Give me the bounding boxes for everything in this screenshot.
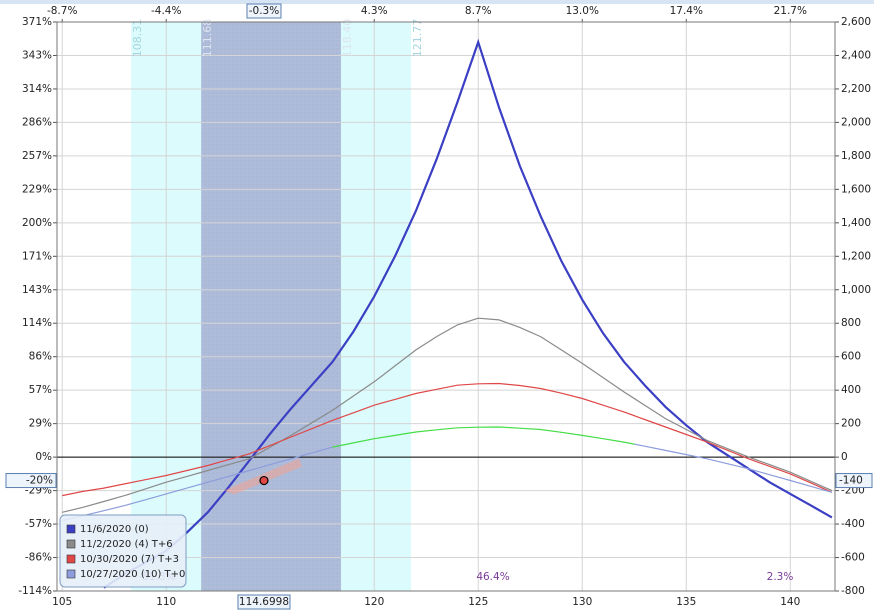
y-pct-tick-label: 229% xyxy=(22,183,52,195)
legend-swatch xyxy=(66,524,76,534)
y-pct-tick-label: 0% xyxy=(35,451,52,463)
y-pct-tick-label: 57% xyxy=(29,384,52,396)
y-tick-label: 800 xyxy=(841,317,861,329)
y-tick-label: 1,800 xyxy=(841,150,871,162)
y-tick-label: 400 xyxy=(841,384,861,396)
y-pct-tick-label: 29% xyxy=(29,418,52,430)
y-tick-label: 2,000 xyxy=(841,116,871,128)
current-pl-pct-label-box xyxy=(5,473,57,489)
current-pl-label-box xyxy=(835,473,873,489)
x-tick-label: 135 xyxy=(676,596,696,608)
inner-band xyxy=(201,22,341,591)
y-pct-tick-label: 143% xyxy=(22,284,52,296)
legend-label: 11/6/2020 (0) xyxy=(80,524,149,535)
x2-tick-label: 13.0% xyxy=(566,5,599,17)
y-pct-tick-label: -57% xyxy=(25,518,52,530)
y-tick-label: -600 xyxy=(841,552,865,564)
legend-swatch xyxy=(66,569,76,579)
current-pct-label-box xyxy=(246,3,282,19)
legend-label: 10/30/2020 (7) T+3 xyxy=(80,554,179,565)
y-tick-label: 2,200 xyxy=(841,83,871,95)
y-tick-label: 200 xyxy=(841,418,861,430)
y-tick-label: 600 xyxy=(841,351,861,363)
probability-label: 46.4% xyxy=(476,571,509,583)
current-pct-label: -0.3% xyxy=(249,5,279,17)
legend-label: 10/27/2020 (10) T+0 xyxy=(80,569,185,580)
y-tick-label: 1,400 xyxy=(841,217,871,229)
band-edge-label: 111.68 xyxy=(201,19,214,58)
x2-tick-label: 21.7% xyxy=(774,5,807,17)
x-tick-label: 130 xyxy=(572,596,592,608)
y-pct-tick-label: 86% xyxy=(29,351,52,363)
band-edge-label: 121.77 xyxy=(411,19,424,58)
band-edge-label: 108.31 xyxy=(131,19,144,58)
legend-swatch xyxy=(66,554,76,564)
y-pct-tick-label: 371% xyxy=(22,16,52,28)
series-line xyxy=(62,317,833,513)
x-tick-label: 105 xyxy=(52,596,72,608)
top-strip xyxy=(0,0,874,4)
y-pct-tick-label: 314% xyxy=(22,83,52,95)
x2-tick-label: 17.4% xyxy=(670,5,703,17)
y-pct-tick-label: 286% xyxy=(22,116,52,128)
y-tick-label: 0 xyxy=(841,451,848,463)
y-tick-label: 1,600 xyxy=(841,183,871,195)
y-pct-tick-label: 171% xyxy=(22,250,52,262)
y-pct-tick-label: 114% xyxy=(22,317,52,329)
legend-swatch xyxy=(66,539,76,549)
y-pct-tick-label: 200% xyxy=(22,217,52,229)
y-tick-label: 2,400 xyxy=(841,49,871,61)
plot-frame xyxy=(56,21,836,592)
x-tick-label: 120 xyxy=(364,596,384,608)
y-tick-label: 1,000 xyxy=(841,284,871,296)
y-pct-tick-label: -86% xyxy=(25,552,52,564)
y-pct-tick-label: -114% xyxy=(18,585,52,597)
x2-tick-label: 8.7% xyxy=(465,5,492,17)
y-tick-label: 2,600 xyxy=(841,16,871,28)
y-tick-label: -800 xyxy=(841,585,865,597)
legend xyxy=(59,514,187,588)
y-tick-label: -400 xyxy=(841,518,865,530)
x-tick-label: 110 xyxy=(156,596,176,608)
legend-label: 11/2/2020 (4) T+6 xyxy=(80,539,173,550)
series-line xyxy=(62,382,833,497)
probability-label: 2.3% xyxy=(767,571,794,583)
series-line xyxy=(62,426,833,522)
x2-tick-label: -4.4% xyxy=(151,5,181,17)
x2-tick-label: 4.3% xyxy=(361,5,388,17)
band-edge-label: 118.40 xyxy=(341,19,354,58)
x-tick-label: 140 xyxy=(780,596,800,608)
x-tick-label: 125 xyxy=(468,596,488,608)
x2-tick-label: -8.7% xyxy=(47,5,77,17)
current-pl-label: -140 xyxy=(839,475,863,487)
y-pct-tick-label: 257% xyxy=(22,150,52,162)
current-price-label-box xyxy=(237,594,291,610)
series-line xyxy=(103,38,833,589)
y-tick-label: 1,200 xyxy=(841,250,871,262)
current-pl-pct-label: -20% xyxy=(26,475,53,487)
y-pct-tick-label: 343% xyxy=(22,49,52,61)
current-price-label: 114.6998 xyxy=(239,596,289,608)
current-marker xyxy=(259,475,269,486)
